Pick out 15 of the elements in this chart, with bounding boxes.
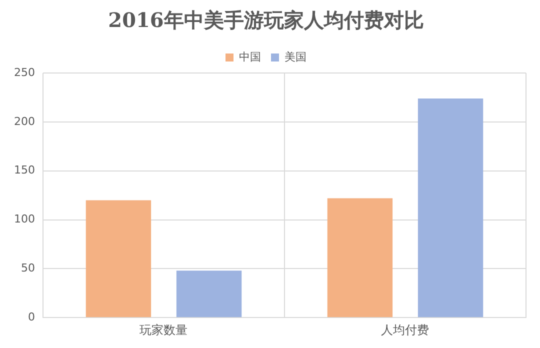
bar xyxy=(418,98,484,318)
legend-label: 中国 xyxy=(239,50,261,64)
chart-title: 2016年中美手游玩家人均付费对比 xyxy=(108,8,424,32)
x-tick-label: 人均付费 xyxy=(381,322,430,337)
bar xyxy=(327,198,393,318)
y-tick-label: 50 xyxy=(20,262,35,275)
y-tick-label: 100 xyxy=(14,212,35,226)
y-tick-label: 150 xyxy=(14,164,35,177)
bar xyxy=(86,200,152,318)
legend-label: 美国 xyxy=(284,50,306,64)
y-tick-label: 250 xyxy=(14,66,35,79)
x-tick-label: 玩家数量 xyxy=(140,322,188,337)
y-tick-label: 0 xyxy=(28,310,35,324)
bar xyxy=(176,270,242,318)
y-tick-label: 200 xyxy=(14,114,35,128)
